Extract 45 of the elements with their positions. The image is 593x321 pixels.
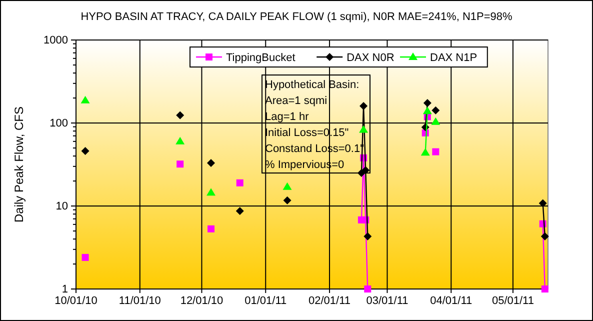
x-tick-label: 04/01/11 bbox=[430, 294, 472, 307]
x-tick-label: 01/01/11 bbox=[244, 294, 287, 307]
point bbox=[208, 225, 215, 232]
y-tick-label: 100 bbox=[50, 118, 68, 130]
point bbox=[81, 146, 90, 155]
x-tick-label: 02/01/11 bbox=[308, 294, 351, 307]
annotation: Lag=1 hr bbox=[265, 111, 310, 123]
legend-label: TippingBucket bbox=[226, 52, 296, 64]
point bbox=[364, 286, 372, 292]
y-tick-label: 1000 bbox=[44, 34, 68, 47]
chart-title: HYPO BASIN AT TRACY, CA DAILY PEAK FLOW (1 sqmi), N0R MAE=241%, N1P=98% bbox=[80, 11, 513, 23]
x-tick-label: 11/01/10 bbox=[118, 294, 161, 307]
point bbox=[282, 182, 292, 190]
point bbox=[422, 106, 432, 114]
legend-label: DAX N1P bbox=[430, 52, 478, 64]
x-tick-label: 05/01/11 bbox=[492, 294, 534, 307]
point bbox=[431, 117, 440, 125]
point bbox=[364, 232, 372, 240]
point bbox=[541, 286, 548, 292]
point bbox=[360, 102, 368, 110]
x-tick-label: 12/01/10 bbox=[180, 294, 224, 307]
point bbox=[176, 136, 185, 144]
point bbox=[432, 106, 440, 114]
y-tick-label: 10 bbox=[56, 200, 68, 213]
point bbox=[432, 148, 440, 156]
x-tick-label: 10/01/10 bbox=[54, 294, 98, 307]
point bbox=[359, 125, 368, 133]
point bbox=[82, 254, 89, 261]
y-tick-label: 1 bbox=[62, 284, 68, 296]
x-tick-label: 03/01/11 bbox=[366, 294, 408, 307]
point bbox=[540, 232, 549, 240]
point bbox=[236, 179, 244, 186]
point bbox=[80, 96, 90, 104]
y-axis-title: Daily Peak Flow, CFS bbox=[12, 106, 26, 223]
point bbox=[423, 99, 432, 108]
legend-label: DAX N0R bbox=[346, 52, 394, 64]
point bbox=[206, 188, 216, 196]
point bbox=[420, 148, 430, 156]
point bbox=[538, 199, 547, 208]
point bbox=[283, 196, 292, 204]
point bbox=[207, 158, 216, 167]
point bbox=[362, 166, 370, 174]
point bbox=[236, 207, 244, 216]
point bbox=[176, 111, 184, 120]
point bbox=[176, 160, 184, 168]
